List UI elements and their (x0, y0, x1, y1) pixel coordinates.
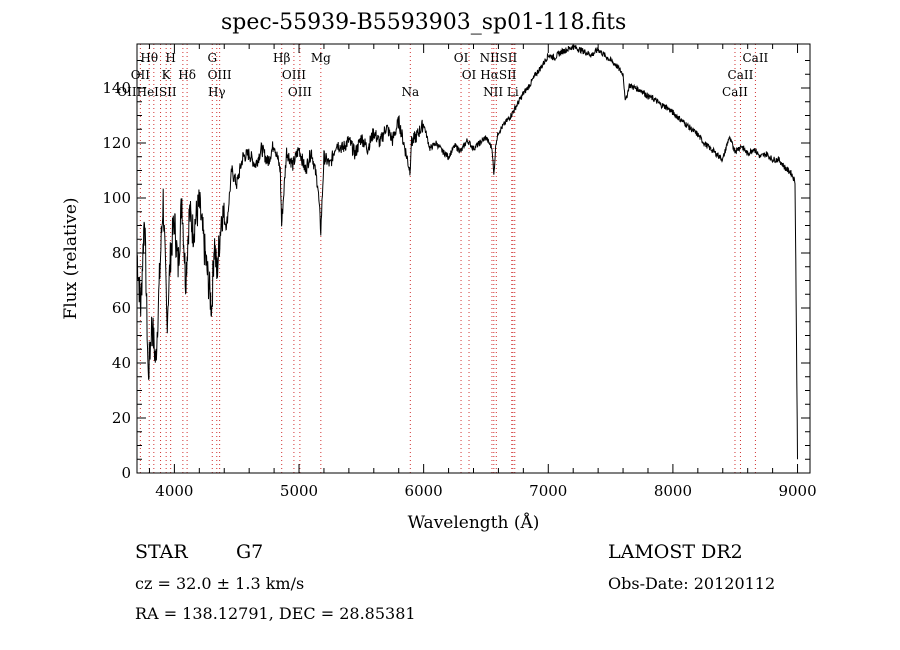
y-tick-label: 20 (112, 409, 131, 427)
y-tick-label: 40 (112, 354, 131, 372)
line-label: OIII (282, 68, 306, 82)
line-label: Hβ (273, 51, 290, 65)
chart-title: spec-55939-B5593903_sp01-118.fits (221, 10, 627, 35)
object-class: STAR (135, 541, 188, 563)
x-tick-label: 8000 (654, 482, 692, 500)
plot-frame (136, 43, 811, 474)
x-tick-label: 7000 (529, 482, 567, 500)
y-tick-label: 80 (112, 244, 131, 262)
x-tick-label: 9000 (778, 482, 816, 500)
y-tick-label: 140 (102, 79, 131, 97)
x-tick-label: 5000 (280, 482, 318, 500)
line-label: G (207, 51, 217, 65)
line-marker-layer (139, 44, 756, 473)
survey-name: LAMOST DR2 (608, 541, 743, 563)
spectrum-line (136, 44, 798, 460)
line-label: OII (131, 68, 151, 82)
y-tick-label: 0 (121, 464, 131, 482)
y-tick-label: 120 (102, 134, 131, 152)
line-label: Hθ (140, 51, 158, 65)
y-tick-label: 60 (112, 299, 131, 317)
line-label: Na (401, 85, 419, 99)
line-label: OIII (288, 85, 312, 99)
line-label: NIISII (480, 51, 518, 65)
y-tick-label: 100 (102, 189, 131, 207)
x-axis-label: Wavelength (Å) (408, 512, 540, 533)
line-label: H (165, 51, 175, 65)
line-label: Hδ (178, 68, 196, 82)
ra-dec-coordinates: RA = 138.12791, DEC = 28.85381 (135, 604, 416, 623)
line-label: Mg (311, 51, 331, 65)
line-label: OI (462, 68, 477, 82)
object-subclass: G7 (236, 541, 264, 563)
line-label: CaII (742, 51, 768, 65)
observation-date: Obs-Date: 20120112 (608, 574, 776, 593)
line-label: Hγ (208, 85, 226, 99)
x-tick-label: 6000 (405, 482, 443, 500)
line-label: OIIHeISII (117, 85, 177, 99)
y-axis-label: Flux (relative) (61, 197, 81, 319)
line-label: K (162, 68, 172, 82)
line-label: HαSII (480, 68, 517, 82)
line-label: NII Li (483, 85, 519, 99)
line-label: OIII (208, 68, 232, 82)
line-label: CaII (728, 68, 754, 82)
line-label: OI (454, 51, 469, 65)
x-tick-label: 4000 (155, 482, 193, 500)
line-label: CaII (722, 85, 748, 99)
axis-layer: 4000 5000 6000 7000 8000 9000 0 20 40 60 80 100 120 1… (102, 44, 817, 500)
redshift-cz: cz = 32.0 ± 1.3 km/s (135, 574, 305, 593)
